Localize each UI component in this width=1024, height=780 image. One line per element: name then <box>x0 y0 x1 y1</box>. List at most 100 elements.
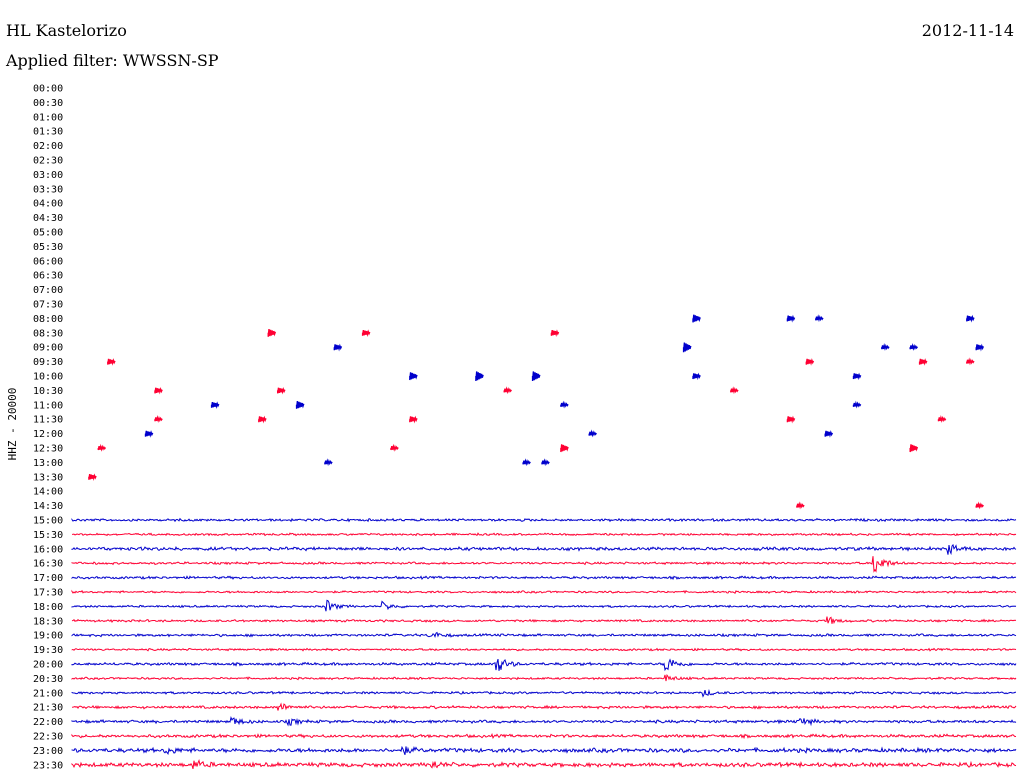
row-tick-label: 07:00 <box>33 285 63 296</box>
trace-line <box>71 673 1017 682</box>
row-tick-label: 02:00 <box>33 141 63 152</box>
y-axis-label: HHZ - 20000 <box>6 388 19 461</box>
event-burst <box>107 358 116 366</box>
row-tick-label: 23:30 <box>33 760 63 771</box>
trace-line <box>71 715 1017 727</box>
event-burst <box>975 501 984 510</box>
trace-line <box>71 616 1017 625</box>
trace-line <box>71 658 1017 672</box>
station-title: HL Kastelorizo <box>6 21 127 40</box>
row-tick-label: 01:00 <box>33 112 63 123</box>
row-tick-label: 08:30 <box>33 328 63 339</box>
row-tick-label: 16:30 <box>33 559 63 570</box>
row-tick-label: 23:00 <box>33 746 63 757</box>
row-tick-label: 22:00 <box>33 717 63 728</box>
event-burst <box>852 400 862 409</box>
trace-line <box>71 575 1017 581</box>
row-tick-label: 19:30 <box>33 645 63 656</box>
event-burst <box>909 342 918 351</box>
event-burst <box>975 343 985 352</box>
row-tick-label: 13:30 <box>33 472 63 483</box>
trace-line <box>71 647 1017 652</box>
trace-line <box>71 589 1017 594</box>
row-tick-label: 00:30 <box>33 98 63 109</box>
event-burst <box>144 430 154 438</box>
row-tick-label: 17:00 <box>33 573 63 584</box>
row-tick-label: 14:30 <box>33 501 63 512</box>
row-tick-label: 03:00 <box>33 170 63 181</box>
trace-line <box>71 599 1017 612</box>
event-burst <box>409 415 418 424</box>
row-tick-label: 04:00 <box>33 199 63 210</box>
event-burst <box>937 414 947 423</box>
row-tick-label: 06:00 <box>33 256 63 267</box>
row-tick-label: 18:00 <box>33 602 63 613</box>
row-tick-label: 14:00 <box>33 487 63 498</box>
trace-line <box>71 745 1017 755</box>
event-burst <box>852 372 862 381</box>
event-burst <box>295 401 305 409</box>
event-burst <box>503 386 512 395</box>
row-tick-label: 21:00 <box>33 688 63 699</box>
row-tick-label: 20:00 <box>33 660 63 671</box>
event-burst <box>786 415 796 424</box>
trace-line <box>71 556 1017 573</box>
event-burst <box>541 458 550 467</box>
row-tick-label: 01:30 <box>33 127 63 138</box>
row-tick-label: 21:30 <box>33 703 63 714</box>
row-tick-label: 06:30 <box>33 271 63 282</box>
event-burst <box>475 371 484 382</box>
event-burst <box>692 314 701 323</box>
trace-line <box>71 688 1016 698</box>
row-tick-label: 05:00 <box>33 228 63 239</box>
row-tick-label: 09:30 <box>33 357 63 368</box>
row-tick-label: 22:30 <box>33 732 63 743</box>
event-burst <box>682 342 692 353</box>
event-burst <box>333 343 343 352</box>
event-burst <box>522 458 531 467</box>
event-burst <box>531 371 541 382</box>
trace-line <box>71 702 1017 711</box>
event-burst <box>786 314 796 323</box>
row-tick-label: 05:30 <box>33 242 63 253</box>
row-tick-label: 13:00 <box>33 458 63 469</box>
trace-line <box>71 631 1017 639</box>
date-label: 2012-11-14 <box>921 21 1014 40</box>
event-burst <box>918 358 928 366</box>
row-tick-label: 15:00 <box>33 516 63 527</box>
row-tick-label: 12:00 <box>33 429 63 440</box>
event-burst <box>796 501 805 510</box>
event-burst <box>966 357 975 366</box>
row-tick-label: 11:30 <box>33 415 63 426</box>
trace-line <box>71 543 1017 556</box>
event-burst <box>730 386 739 395</box>
event-burst <box>815 314 824 323</box>
filter-label: Applied filter: WWSSN-SP <box>6 51 219 70</box>
event-burst <box>154 386 163 395</box>
event-burst <box>966 314 975 323</box>
event-burst <box>154 414 163 423</box>
event-burst <box>550 329 560 337</box>
event-burst <box>210 401 220 409</box>
row-tick-label: 16:00 <box>33 544 63 555</box>
event-burst <box>409 372 418 381</box>
row-tick-label: 00:00 <box>33 84 63 95</box>
row-tick-label: 19:00 <box>33 631 63 642</box>
row-tick-label: 02:30 <box>33 156 63 167</box>
row-tick-label: 20:30 <box>33 674 63 685</box>
event-burst <box>361 329 371 337</box>
event-burst <box>805 358 815 366</box>
row-tick-label: 09:00 <box>33 343 63 354</box>
trace-line <box>71 733 1017 740</box>
row-tick-label: 15:30 <box>33 530 63 541</box>
row-tick-label: 08:00 <box>33 314 63 325</box>
event-burst <box>267 329 277 337</box>
row-tick-label: 07:30 <box>33 300 63 311</box>
row-tick-label: 12:30 <box>33 444 63 455</box>
event-burst <box>324 458 333 467</box>
event-burst <box>588 429 597 438</box>
event-burst <box>560 400 569 409</box>
event-burst <box>97 443 107 452</box>
event-burst <box>824 430 834 438</box>
